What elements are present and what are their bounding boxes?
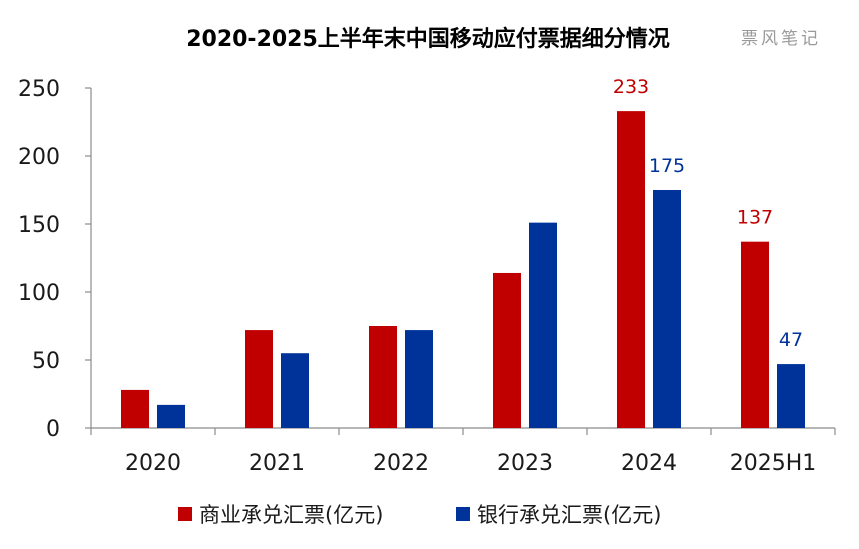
data-labels-group: 233 137 175 47 (613, 76, 803, 351)
bar-commercial-2024 (617, 111, 645, 429)
x-tick-label: 2023 (497, 451, 553, 476)
legend: 商业承兑汇票(亿元) 银行承兑汇票(亿元) (178, 503, 661, 527)
data-label: 47 (779, 329, 803, 351)
data-label: 175 (649, 155, 685, 177)
x-tick-label: 2021 (249, 451, 305, 476)
x-axis: 2020 2021 2022 2023 2024 2025H1 (90, 427, 836, 476)
data-label: 233 (613, 76, 649, 98)
legend-label: 商业承兑汇票(亿元) (199, 503, 383, 527)
legend-swatch (456, 507, 470, 521)
bar-commercial-2020 (121, 389, 149, 428)
bar-bank-2025H1 (777, 364, 805, 428)
legend-label: 银行承兑汇票(亿元) (477, 503, 661, 527)
bar-bank-2021 (281, 353, 309, 428)
bar-bank-2024 (653, 190, 681, 428)
bar-commercial-2021 (245, 330, 273, 428)
legend-swatch (178, 507, 192, 521)
x-tick-label: 2025H1 (730, 451, 817, 476)
bar-bank-2022 (405, 330, 433, 428)
x-tick-label: 2024 (621, 451, 677, 476)
y-axis: 0 50 100 150 200 250 (18, 77, 92, 442)
y-tick-label: 200 (18, 145, 60, 170)
bar-commercial-2023 (493, 272, 521, 428)
watermark: 票风笔记 (741, 29, 821, 49)
bar-bank-2023 (529, 222, 557, 428)
y-tick-label: 100 (18, 281, 60, 306)
bar-series-group (121, 111, 805, 429)
data-label: 137 (737, 207, 773, 229)
y-tick-label: 0 (46, 417, 60, 442)
bar-commercial-2022 (369, 326, 397, 428)
y-tick-label: 50 (32, 349, 60, 374)
chart-title: 2020-2025上半年末中国移动应付票据细分情况 (186, 26, 670, 52)
x-tick-label: 2020 (125, 451, 181, 476)
bar-commercial-2025H1 (741, 241, 769, 428)
y-tick-label: 250 (18, 77, 60, 102)
y-tick-label: 150 (18, 213, 60, 238)
x-tick-label: 2022 (373, 451, 429, 476)
bar-bank-2020 (157, 404, 185, 428)
